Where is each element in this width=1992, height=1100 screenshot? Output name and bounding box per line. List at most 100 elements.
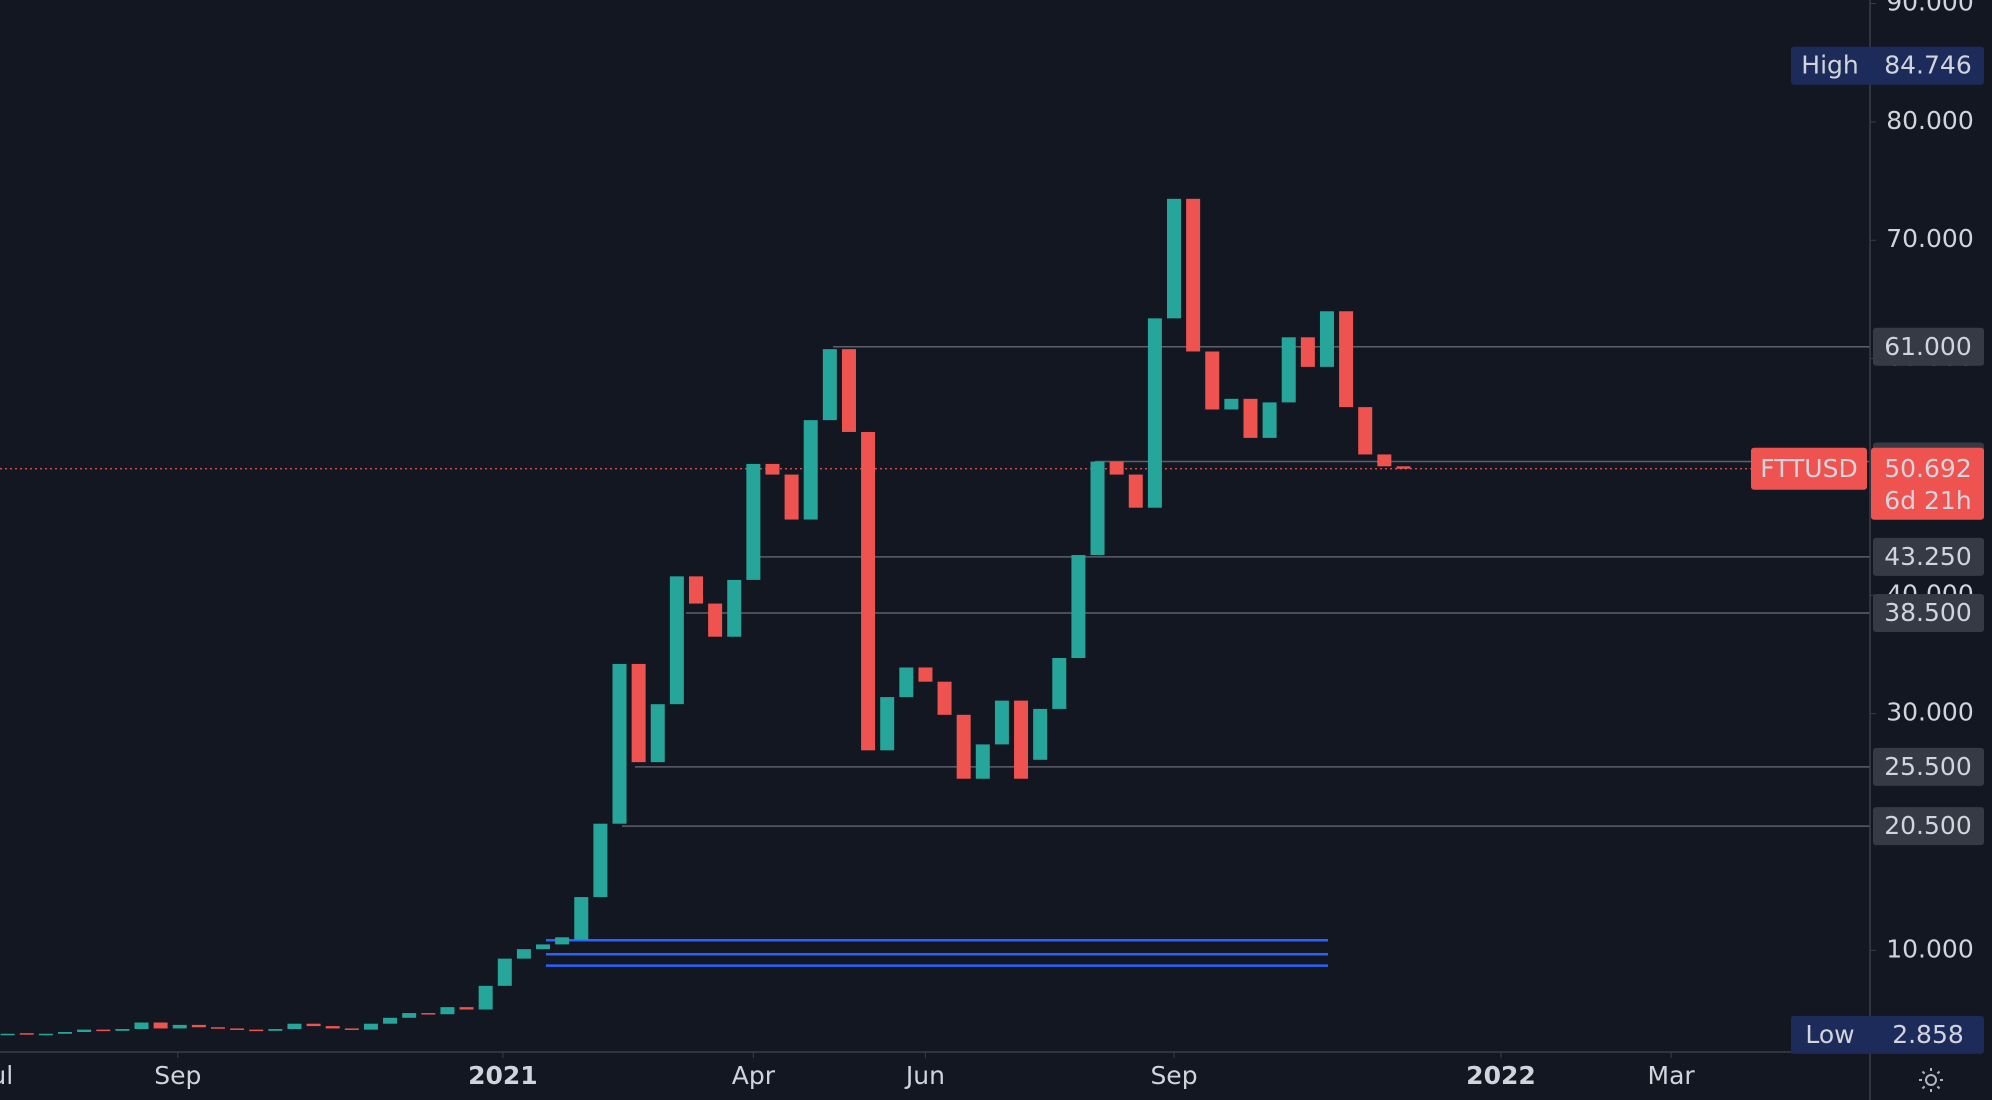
high-badge (1791, 46, 1984, 85)
candle-body (1339, 311, 1354, 408)
y-tick-label: 70.000 (1886, 224, 1973, 253)
candle-body (937, 681, 952, 715)
candle-body (363, 1023, 378, 1030)
level-label: 43.250 (1884, 542, 1971, 571)
level-badge (1873, 807, 1984, 846)
candle-body (230, 1028, 245, 1030)
candle-body (1071, 555, 1086, 659)
candle-body (593, 823, 608, 898)
symbol-label: FTTUSD (1760, 454, 1857, 483)
candle-body (650, 704, 665, 763)
candle-body (555, 937, 570, 945)
candle-body (784, 474, 799, 520)
candle-body (210, 1027, 225, 1029)
candle-body (153, 1022, 168, 1029)
candle-body (19, 1033, 34, 1035)
candle-body (669, 576, 684, 705)
level-badge (1873, 747, 1984, 786)
candle-body (1396, 466, 1411, 469)
candle-body (172, 1024, 187, 1029)
level-label: 61.000 (1884, 332, 1971, 361)
candle-body (994, 700, 1009, 745)
candle-body (1033, 708, 1048, 760)
candle-body (822, 349, 837, 421)
candle-body (440, 1007, 455, 1015)
candle-body (1243, 398, 1258, 438)
x-tick-label: 2022 (1466, 1061, 1536, 1090)
x-tick-label: Jul (0, 1061, 13, 1090)
settings-icon[interactable] (1919, 1068, 1943, 1092)
candle-body (516, 949, 531, 959)
x-tick-label: Sep (1150, 1061, 1197, 1090)
candle-body (1319, 311, 1334, 367)
candle-body (249, 1029, 264, 1032)
symbol-badge (1751, 447, 1867, 490)
candle-body (918, 667, 933, 682)
last-price-badge (1871, 447, 1984, 520)
candle-body (765, 463, 780, 475)
plot-area (0, 198, 1870, 1036)
candle-body (58, 1031, 73, 1034)
candle-body (975, 744, 990, 779)
x-tick-label: Sep (154, 1061, 201, 1090)
candle-body (612, 663, 627, 824)
candle-body (1167, 198, 1182, 319)
candle-body (880, 697, 895, 751)
candle-body (268, 1029, 283, 1031)
high-label: High (1801, 51, 1858, 80)
candle-body (344, 1028, 359, 1030)
candle-body (803, 420, 818, 520)
level-badge (1873, 537, 1984, 576)
candle-body (631, 663, 646, 763)
candle-body (899, 667, 914, 698)
candle-body (421, 1013, 436, 1015)
level-badge (1873, 327, 1984, 366)
x-tick-label: Jun (904, 1061, 945, 1090)
candle-body (1128, 474, 1143, 508)
y-tick-label: 10.000 (1886, 934, 1973, 963)
candle-body (1377, 454, 1392, 467)
high-value: 84.746 (1884, 51, 1971, 80)
level-label: 38.500 (1884, 598, 1971, 627)
candle-body (708, 603, 723, 637)
candle-body (115, 1029, 130, 1031)
x-tick-label: Mar (1648, 1061, 1696, 1090)
candle-body (287, 1023, 302, 1030)
candle-body (478, 985, 493, 1010)
candle-body (1014, 700, 1029, 779)
candle-body (1090, 461, 1105, 556)
level-label: 20.500 (1884, 811, 1971, 840)
candle-body (1052, 658, 1067, 709)
candle-body (1205, 351, 1220, 410)
candle-body (1281, 337, 1296, 403)
candle-body (1147, 318, 1162, 508)
candle-body (77, 1029, 92, 1032)
low-value: 2.858 (1892, 1020, 1964, 1049)
countdown-label: 6d 21h (1884, 486, 1971, 515)
candle-body (0, 1033, 15, 1036)
candle-body (402, 1013, 417, 1018)
candle-body (746, 463, 761, 580)
candle-body (1186, 198, 1201, 352)
candle-body (1224, 398, 1239, 410)
candle-body (536, 944, 551, 950)
candle-body (191, 1024, 206, 1028)
candle-body (861, 431, 876, 751)
y-tick-label: 80.000 (1886, 106, 1973, 135)
candle-body (38, 1033, 53, 1036)
candle-body (574, 897, 589, 940)
candle-body (325, 1026, 340, 1029)
candle-body (383, 1017, 398, 1024)
x-tick-label: 2021 (468, 1061, 538, 1090)
candle-body (1262, 402, 1277, 438)
candle-body (134, 1022, 149, 1030)
low-label: Low (1805, 1020, 1854, 1049)
low-badge (1791, 1015, 1984, 1054)
candle-body (1300, 337, 1315, 367)
candle-body (306, 1023, 321, 1027)
y-tick-label: 90.000 (1886, 0, 1973, 17)
candle-body (1109, 461, 1124, 475)
